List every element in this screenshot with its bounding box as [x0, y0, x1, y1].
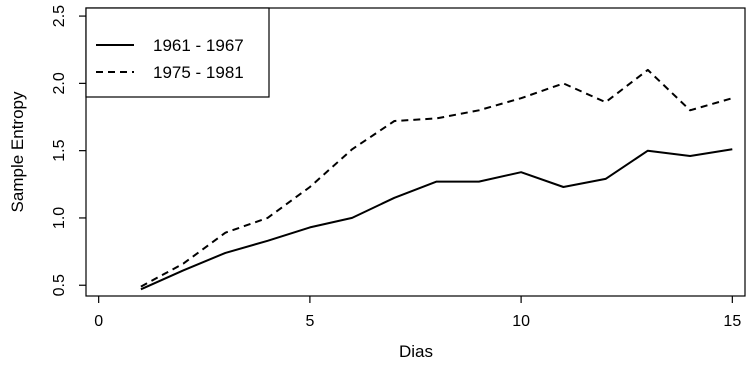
- legend: 1961 - 1967 1975 - 1981: [85, 7, 270, 98]
- x-tick-label: 15: [723, 313, 741, 330]
- series-layer: [140, 68, 733, 291]
- plot-frame: [85, 7, 746, 297]
- series-line-2: [140, 68, 733, 288]
- series-line-1: [140, 148, 733, 291]
- x-tick-label: 5: [305, 313, 314, 330]
- x-axis: 0 5 10 15: [94, 296, 741, 330]
- x-tick-label: 10: [512, 313, 530, 330]
- legend-label-series-2: 1975 - 1981: [153, 63, 244, 82]
- y-axis: 0.5 1.0 1.5 2.0 2.5: [51, 5, 86, 296]
- y-tick-label: 2.0: [51, 72, 68, 94]
- legend-label-series-1: 1961 - 1967: [153, 36, 244, 55]
- y-tick-label: 2.5: [51, 5, 68, 27]
- y-tick-label: 0.5: [51, 274, 68, 296]
- y-tick-label: 1.0: [51, 207, 68, 229]
- y-tick-label: 1.5: [51, 139, 68, 161]
- y-axis-title: Sample Entropy: [8, 91, 27, 212]
- legend-box: [85, 7, 270, 98]
- x-tick-label: 0: [94, 313, 103, 330]
- x-axis-title: Dias: [399, 342, 433, 361]
